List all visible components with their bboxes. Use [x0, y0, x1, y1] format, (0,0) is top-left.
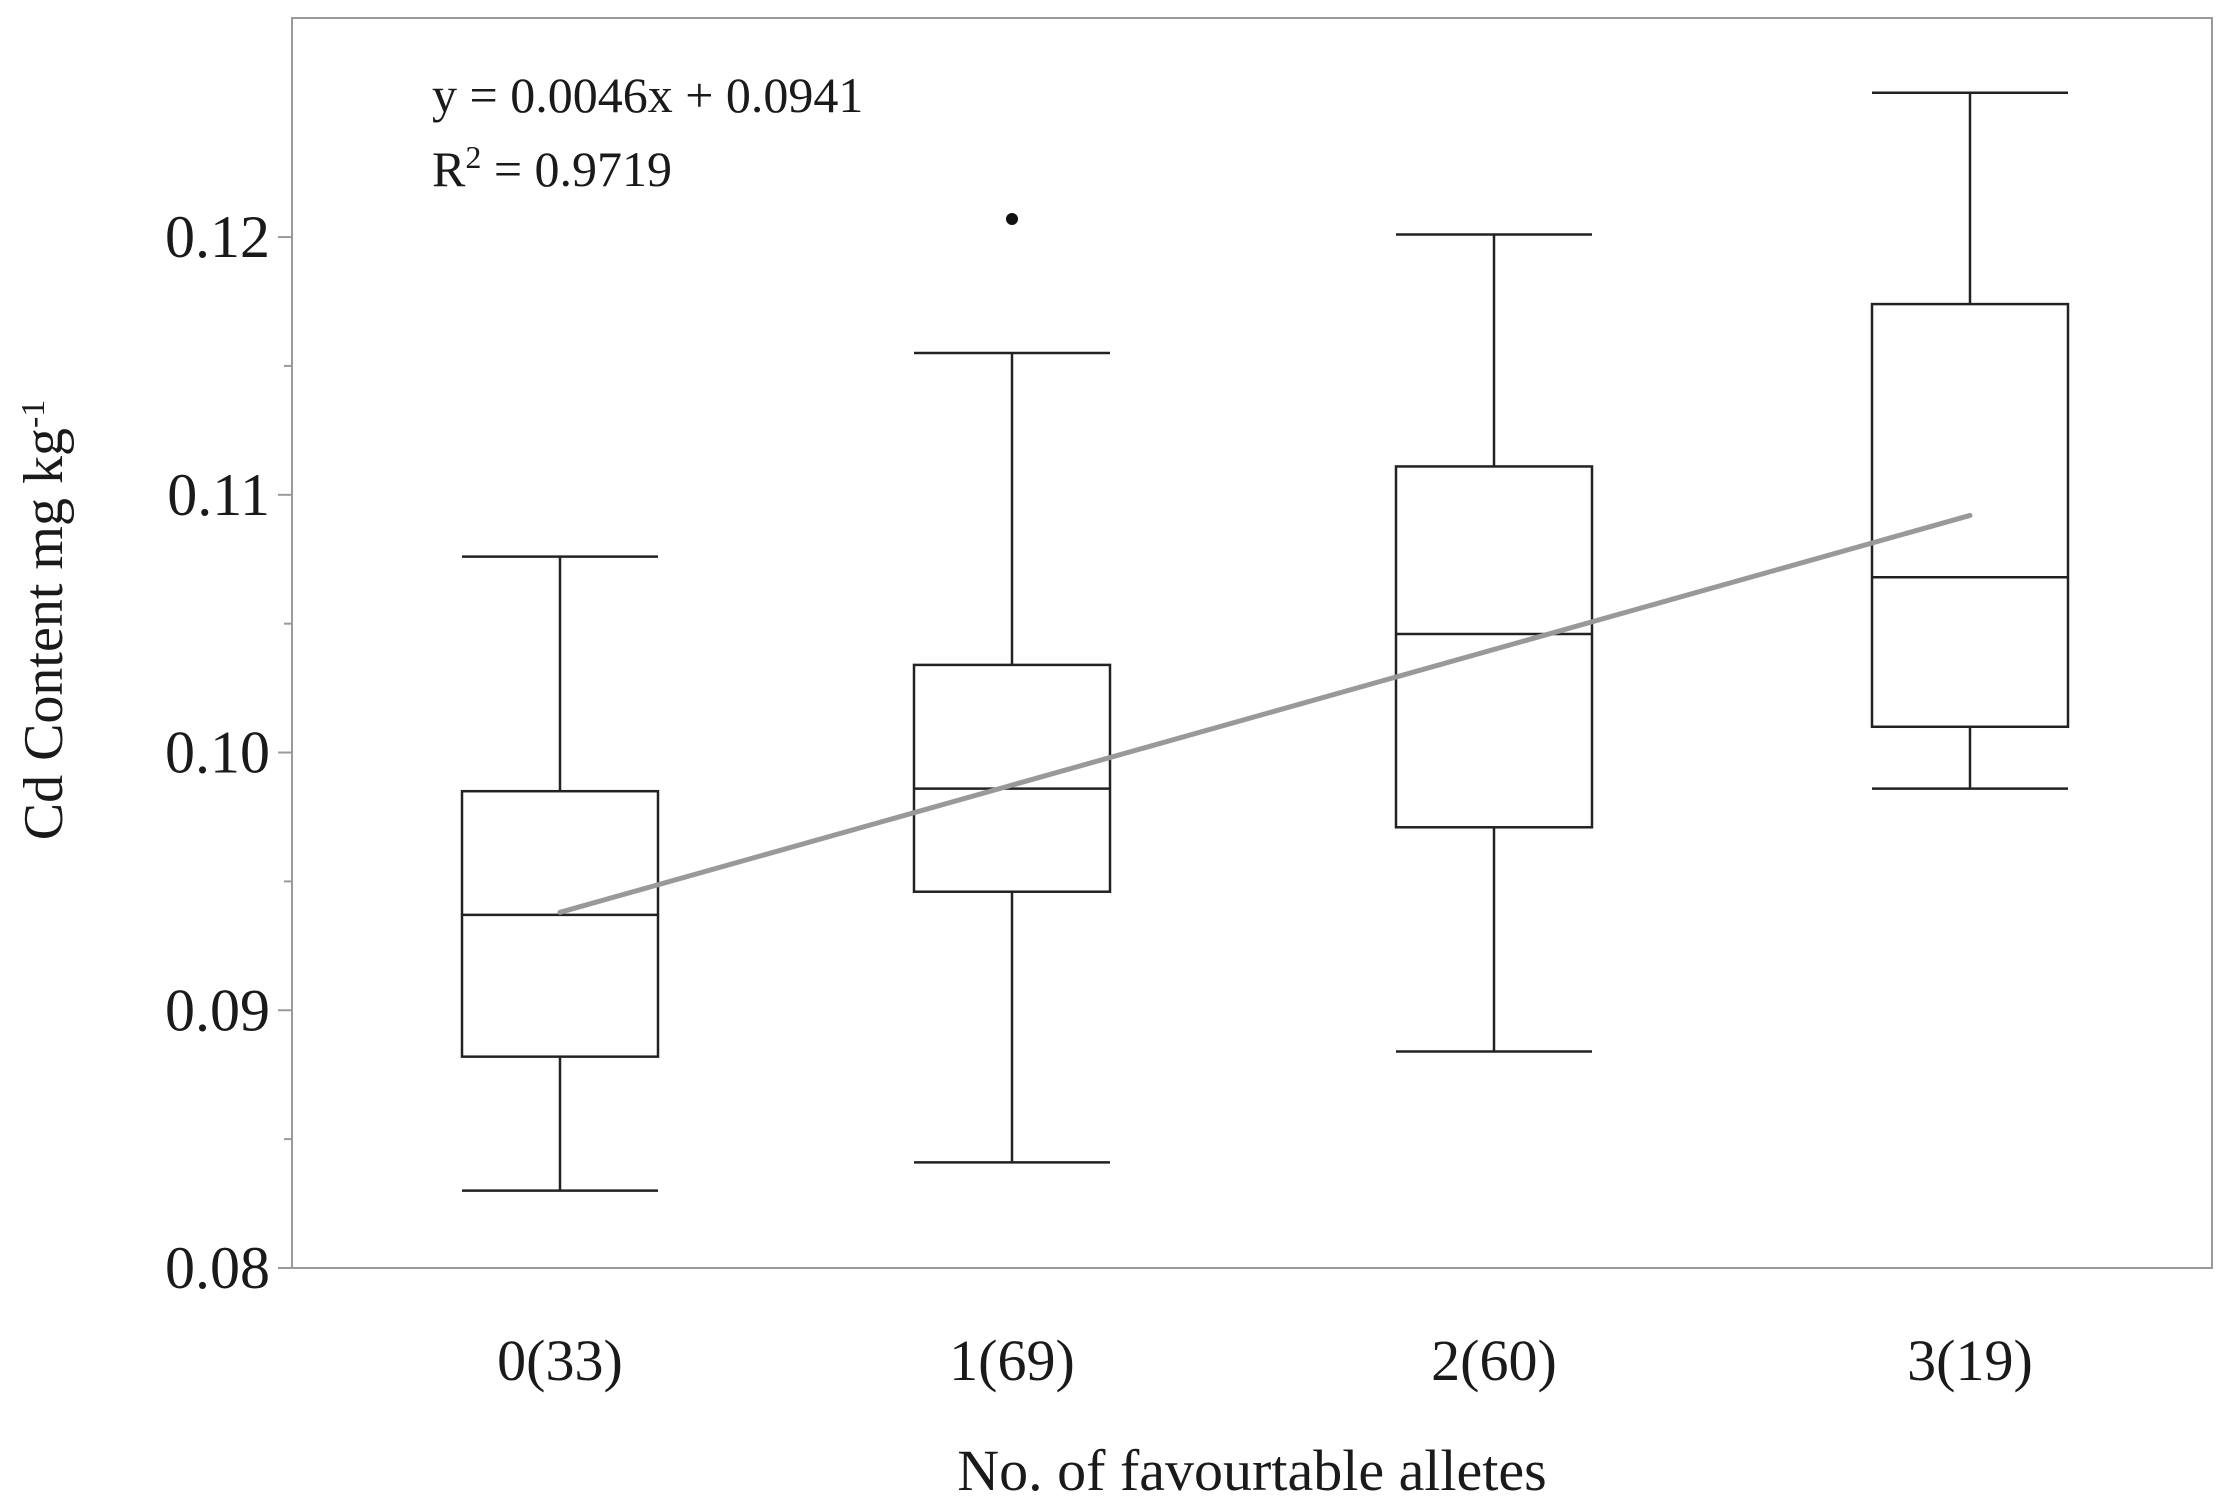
plot-frame — [291, 17, 2213, 1269]
y-axis-title: Cd Content mg kg-1 — [13, 400, 75, 841]
x-tick-label: 1(69) — [949, 1328, 1075, 1393]
equation-annotation: y = 0.0046x + 0.0941 — [432, 67, 863, 123]
y-tick-label: 0.10 — [165, 720, 270, 786]
y-tick-label: 0.12 — [165, 204, 270, 270]
y-tick-label: 0.08 — [165, 1235, 270, 1301]
outlier-point — [1006, 213, 1018, 226]
y-tick-label: 0.09 — [165, 977, 270, 1043]
y-axis: 0.08 0.09 0.10 0.11 0.12 — [165, 204, 292, 1301]
x-axis: 0(33) 1(69) 2(60) 3(19) — [497, 1328, 2033, 1393]
x-tick-label: 2(60) — [1431, 1328, 1557, 1393]
r2-annotation: R2 = 0.9719 — [432, 139, 672, 197]
x-tick-label: 0(33) — [497, 1328, 623, 1393]
x-tick-label: 3(19) — [1907, 1328, 2033, 1393]
x-axis-title: No. of favourtable alletes — [957, 1438, 1546, 1503]
iqr-box — [460, 789, 660, 1058]
iqr-box — [1394, 465, 1594, 829]
trend-line — [557, 512, 1973, 915]
boxes — [460, 91, 2070, 1192]
trend-line-group — [557, 512, 1973, 915]
iqr-box — [1870, 302, 2070, 729]
iqr-box — [912, 663, 1112, 893]
y-tick-label: 0.11 — [167, 462, 270, 528]
